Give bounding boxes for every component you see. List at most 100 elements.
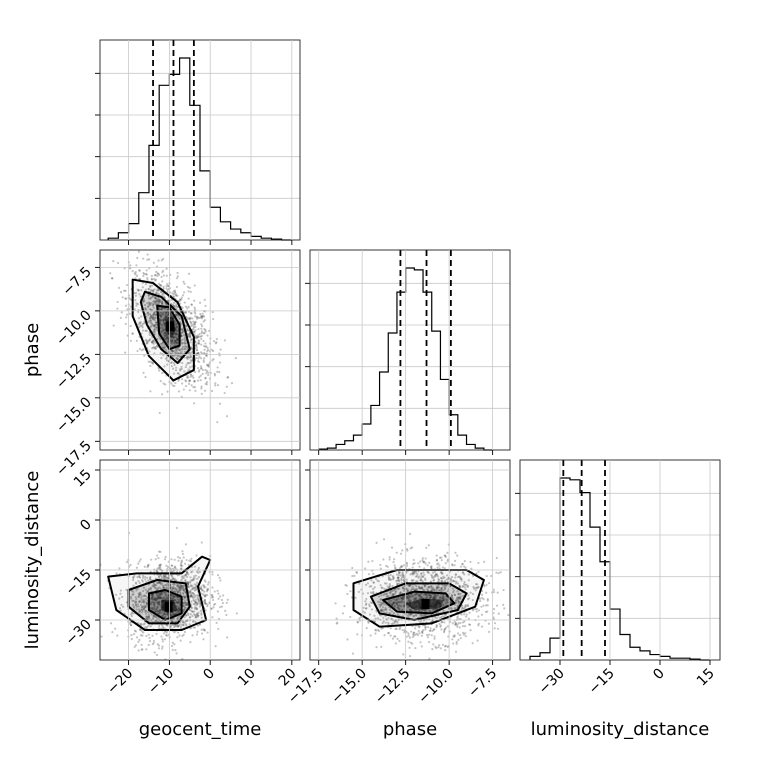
sample-point — [206, 589, 209, 592]
sample-point — [400, 577, 403, 580]
sample-point — [176, 617, 179, 620]
sample-point — [456, 604, 459, 608]
sample-point — [382, 558, 385, 561]
sample-point — [335, 617, 338, 620]
sample-point — [163, 310, 166, 314]
sample-point — [133, 308, 136, 311]
sample-point — [159, 314, 162, 318]
sample-point — [170, 349, 173, 353]
sample-point — [184, 310, 187, 314]
sample-point — [184, 379, 187, 382]
sample-point — [452, 589, 455, 592]
sample-point — [200, 387, 203, 390]
sample-point — [151, 296, 154, 299]
sample-point — [461, 585, 464, 588]
sample-point — [199, 374, 202, 377]
sample-point — [442, 595, 445, 599]
sample-point — [160, 611, 164, 614]
sample-point — [430, 585, 433, 588]
sample-point — [188, 590, 192, 593]
sample-point — [184, 340, 187, 343]
sample-point — [153, 331, 156, 334]
sample-point — [155, 609, 158, 612]
sample-point — [169, 626, 172, 629]
sample-point — [199, 587, 202, 590]
sample-point — [176, 584, 179, 587]
sample-point — [155, 554, 159, 557]
sample-point — [181, 586, 184, 589]
sample-point — [174, 347, 178, 350]
sample-point — [522, 633, 524, 635]
sample-point — [138, 628, 142, 631]
sample-point — [158, 600, 161, 603]
sample-point — [140, 648, 143, 651]
sample-point — [451, 638, 454, 641]
sample-point — [364, 583, 368, 586]
sample-point — [451, 575, 454, 579]
sample-point — [152, 261, 155, 264]
density-peak — [421, 599, 430, 609]
sample-point — [203, 332, 206, 335]
sample-point — [143, 594, 146, 598]
sample-point — [165, 274, 168, 277]
sample-point — [205, 345, 208, 348]
sample-point — [145, 329, 148, 332]
sample-point — [403, 605, 406, 608]
sample-point — [464, 605, 467, 608]
sample-point — [194, 370, 197, 374]
sample-point — [184, 579, 187, 583]
sample-point — [178, 634, 181, 637]
sample-point — [159, 611, 162, 614]
sample-point — [183, 596, 186, 600]
sample-point — [175, 652, 178, 655]
sample-point — [458, 585, 461, 588]
sample-point — [124, 351, 127, 354]
sample-point — [425, 596, 428, 599]
sample-point — [373, 614, 376, 617]
sample-point — [158, 612, 161, 615]
sample-point — [482, 604, 485, 607]
sample-point — [134, 273, 137, 276]
sample-point — [179, 587, 182, 590]
sample-point — [336, 621, 339, 624]
sample-point — [428, 629, 432, 632]
sample-point — [190, 303, 193, 306]
sample-point — [179, 625, 183, 628]
sample-point — [444, 562, 447, 565]
sample-point — [169, 314, 172, 317]
sample-point — [197, 342, 201, 345]
sample-point — [418, 587, 422, 590]
sample-point — [217, 627, 220, 631]
sample-point — [201, 372, 204, 375]
sample-point — [457, 596, 461, 599]
sample-point — [172, 596, 175, 599]
sample-point — [218, 576, 221, 579]
sample-point — [192, 320, 195, 323]
sample-point — [170, 298, 173, 302]
sample-point — [137, 317, 141, 320]
sample-point — [421, 587, 424, 590]
sample-point — [194, 586, 197, 590]
y-tick-label: 0 — [77, 517, 95, 535]
sample-point — [423, 609, 426, 612]
sample-point — [419, 560, 422, 563]
sample-point — [161, 271, 164, 274]
sample-point — [147, 294, 150, 297]
sample-point — [152, 300, 155, 303]
sample-point — [415, 614, 418, 617]
sample-point — [138, 576, 142, 579]
sample-point — [176, 598, 179, 601]
sample-point — [459, 576, 462, 579]
sample-point — [413, 593, 416, 596]
sample-point — [418, 632, 421, 635]
sample-point — [131, 332, 134, 335]
sample-point — [195, 608, 198, 611]
sample-point — [146, 311, 150, 314]
sample-point — [408, 594, 411, 598]
sample-point — [480, 625, 484, 628]
sample-point — [372, 572, 375, 575]
sample-point — [382, 611, 385, 614]
sample-point — [182, 291, 186, 294]
sample-point — [193, 587, 196, 590]
sample-point — [138, 623, 142, 626]
